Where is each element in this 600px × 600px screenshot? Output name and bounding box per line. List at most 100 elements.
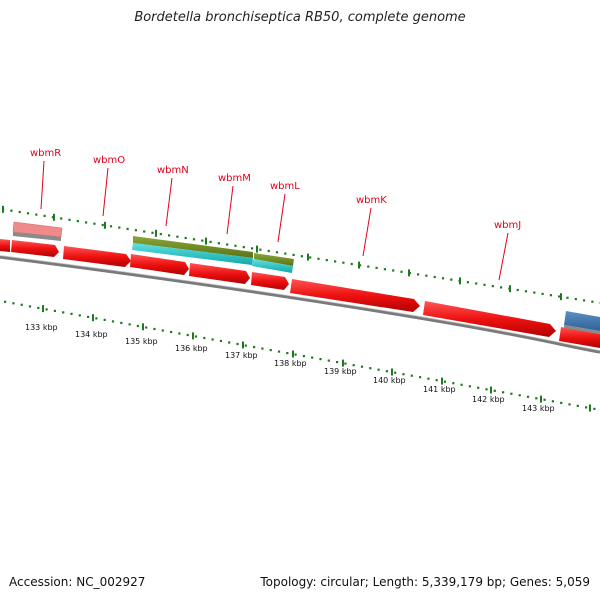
gene-leader-line xyxy=(362,207,372,257)
tick-major xyxy=(358,261,360,269)
tick-dot xyxy=(360,365,364,368)
cds-arrow[interactable] xyxy=(130,254,189,275)
tick-dot xyxy=(593,407,596,410)
tick-dot xyxy=(533,291,536,294)
tick-dot xyxy=(410,374,413,377)
tick-major xyxy=(459,277,461,285)
tick-dot xyxy=(402,373,405,376)
tick-dot xyxy=(68,218,71,221)
tick-dot xyxy=(53,309,56,312)
tick-dot xyxy=(585,406,588,409)
cds-arrow[interactable] xyxy=(290,279,420,312)
tick-dot xyxy=(317,257,320,260)
kbp-tick-label: 139 kbp xyxy=(324,367,357,376)
gene-leader-line xyxy=(40,160,45,210)
kbp-tick-label: 136 kbp xyxy=(175,344,208,353)
tick-dot xyxy=(477,386,480,389)
tick-dot xyxy=(394,371,397,374)
tick-dot xyxy=(161,329,164,332)
gene-label[interactable]: wbmJ xyxy=(494,220,521,231)
tick-dot xyxy=(37,306,40,309)
tick-dot xyxy=(76,220,79,223)
tick-dot xyxy=(543,398,546,401)
tick-dot xyxy=(558,295,561,298)
cds-arrow[interactable] xyxy=(251,272,289,290)
tick-dot xyxy=(145,326,148,329)
tick-dot xyxy=(62,311,65,314)
tick-dot xyxy=(435,379,438,382)
tick-dot xyxy=(228,341,231,344)
gene-leader-line xyxy=(102,167,109,217)
tick-dot xyxy=(568,403,571,406)
tick-dot xyxy=(70,312,73,315)
kbp-tick-label: 133 kbp xyxy=(25,323,58,332)
tick-major xyxy=(42,305,44,313)
tick-dot xyxy=(126,227,129,230)
feature-olive-band[interactable] xyxy=(133,236,294,266)
tick-dot xyxy=(319,358,322,361)
tick-dot xyxy=(400,270,403,273)
gene-label[interactable]: wbmR xyxy=(30,148,61,159)
tick-dot xyxy=(211,338,214,341)
tick-dot xyxy=(277,350,281,353)
tick-dot xyxy=(535,397,538,400)
tick-dot xyxy=(234,244,237,247)
tick-dot xyxy=(26,212,30,215)
tick-major xyxy=(408,269,410,277)
cds-arrow[interactable] xyxy=(423,301,556,337)
tick-dot xyxy=(128,323,131,326)
gene-label[interactable]: wbmM xyxy=(218,173,251,184)
tick-dot xyxy=(269,349,272,352)
tick-dot xyxy=(85,221,88,224)
tick-dot xyxy=(43,214,46,217)
kbp-tick-label: 134 kbp xyxy=(75,330,108,339)
tick-dot xyxy=(294,353,297,356)
gene-label[interactable]: wbmL xyxy=(270,181,300,192)
tick-dot xyxy=(574,298,577,301)
tick-dot xyxy=(385,370,388,373)
tick-dot xyxy=(109,225,113,228)
tick-dot xyxy=(159,233,162,236)
gene-leader-line xyxy=(277,193,286,243)
feature-cyan-band[interactable] xyxy=(132,243,293,273)
feature-wbmR-pink[interactable] xyxy=(12,221,63,241)
cds-arrow[interactable] xyxy=(63,246,131,267)
tick-major xyxy=(307,253,309,261)
kbp-label-layer: 133 kbp 134 kbp 135 kbp 136 kbp 137 kbp 138 k… xyxy=(25,323,555,413)
kbp-tick-label: 143 kbp xyxy=(522,404,555,413)
tick-dot xyxy=(219,339,222,343)
tick-dot xyxy=(93,222,96,225)
cds-arrow[interactable] xyxy=(189,263,250,284)
tick-dot xyxy=(576,404,579,407)
tick-dot xyxy=(151,231,154,234)
cds-arrow[interactable] xyxy=(0,239,10,252)
tick-dot xyxy=(377,368,380,371)
tick-dot xyxy=(417,273,420,276)
tick-major xyxy=(155,229,157,237)
tick-dot xyxy=(491,285,494,288)
tick-dot xyxy=(143,230,146,233)
tick-dot xyxy=(168,234,171,237)
tick-dot xyxy=(466,281,469,284)
tick-dot xyxy=(352,364,355,367)
feature-blue-right[interactable] xyxy=(564,311,600,334)
cds-arrow[interactable] xyxy=(11,240,59,257)
tick-dot xyxy=(369,367,372,370)
tick-dot xyxy=(334,260,337,263)
tick-dot xyxy=(300,255,303,258)
gene-label[interactable]: wbmN xyxy=(157,165,189,176)
tick-dot xyxy=(209,240,212,243)
tick-dot xyxy=(275,251,279,254)
tick-dot xyxy=(566,296,569,299)
genome-summary-text: Topology: circular; Length: 5,339,179 bp… xyxy=(260,575,590,589)
gene-label[interactable]: wbmK xyxy=(356,195,387,206)
tick-dot xyxy=(134,229,137,232)
tick-dot xyxy=(309,256,312,259)
kbp-tick-label: 135 kbp xyxy=(125,337,158,346)
tick-dot xyxy=(375,266,378,269)
tick-dot xyxy=(443,380,447,383)
tick-dot xyxy=(425,274,428,277)
gene-label[interactable]: wbmO xyxy=(93,155,125,166)
tick-dot xyxy=(35,213,38,216)
